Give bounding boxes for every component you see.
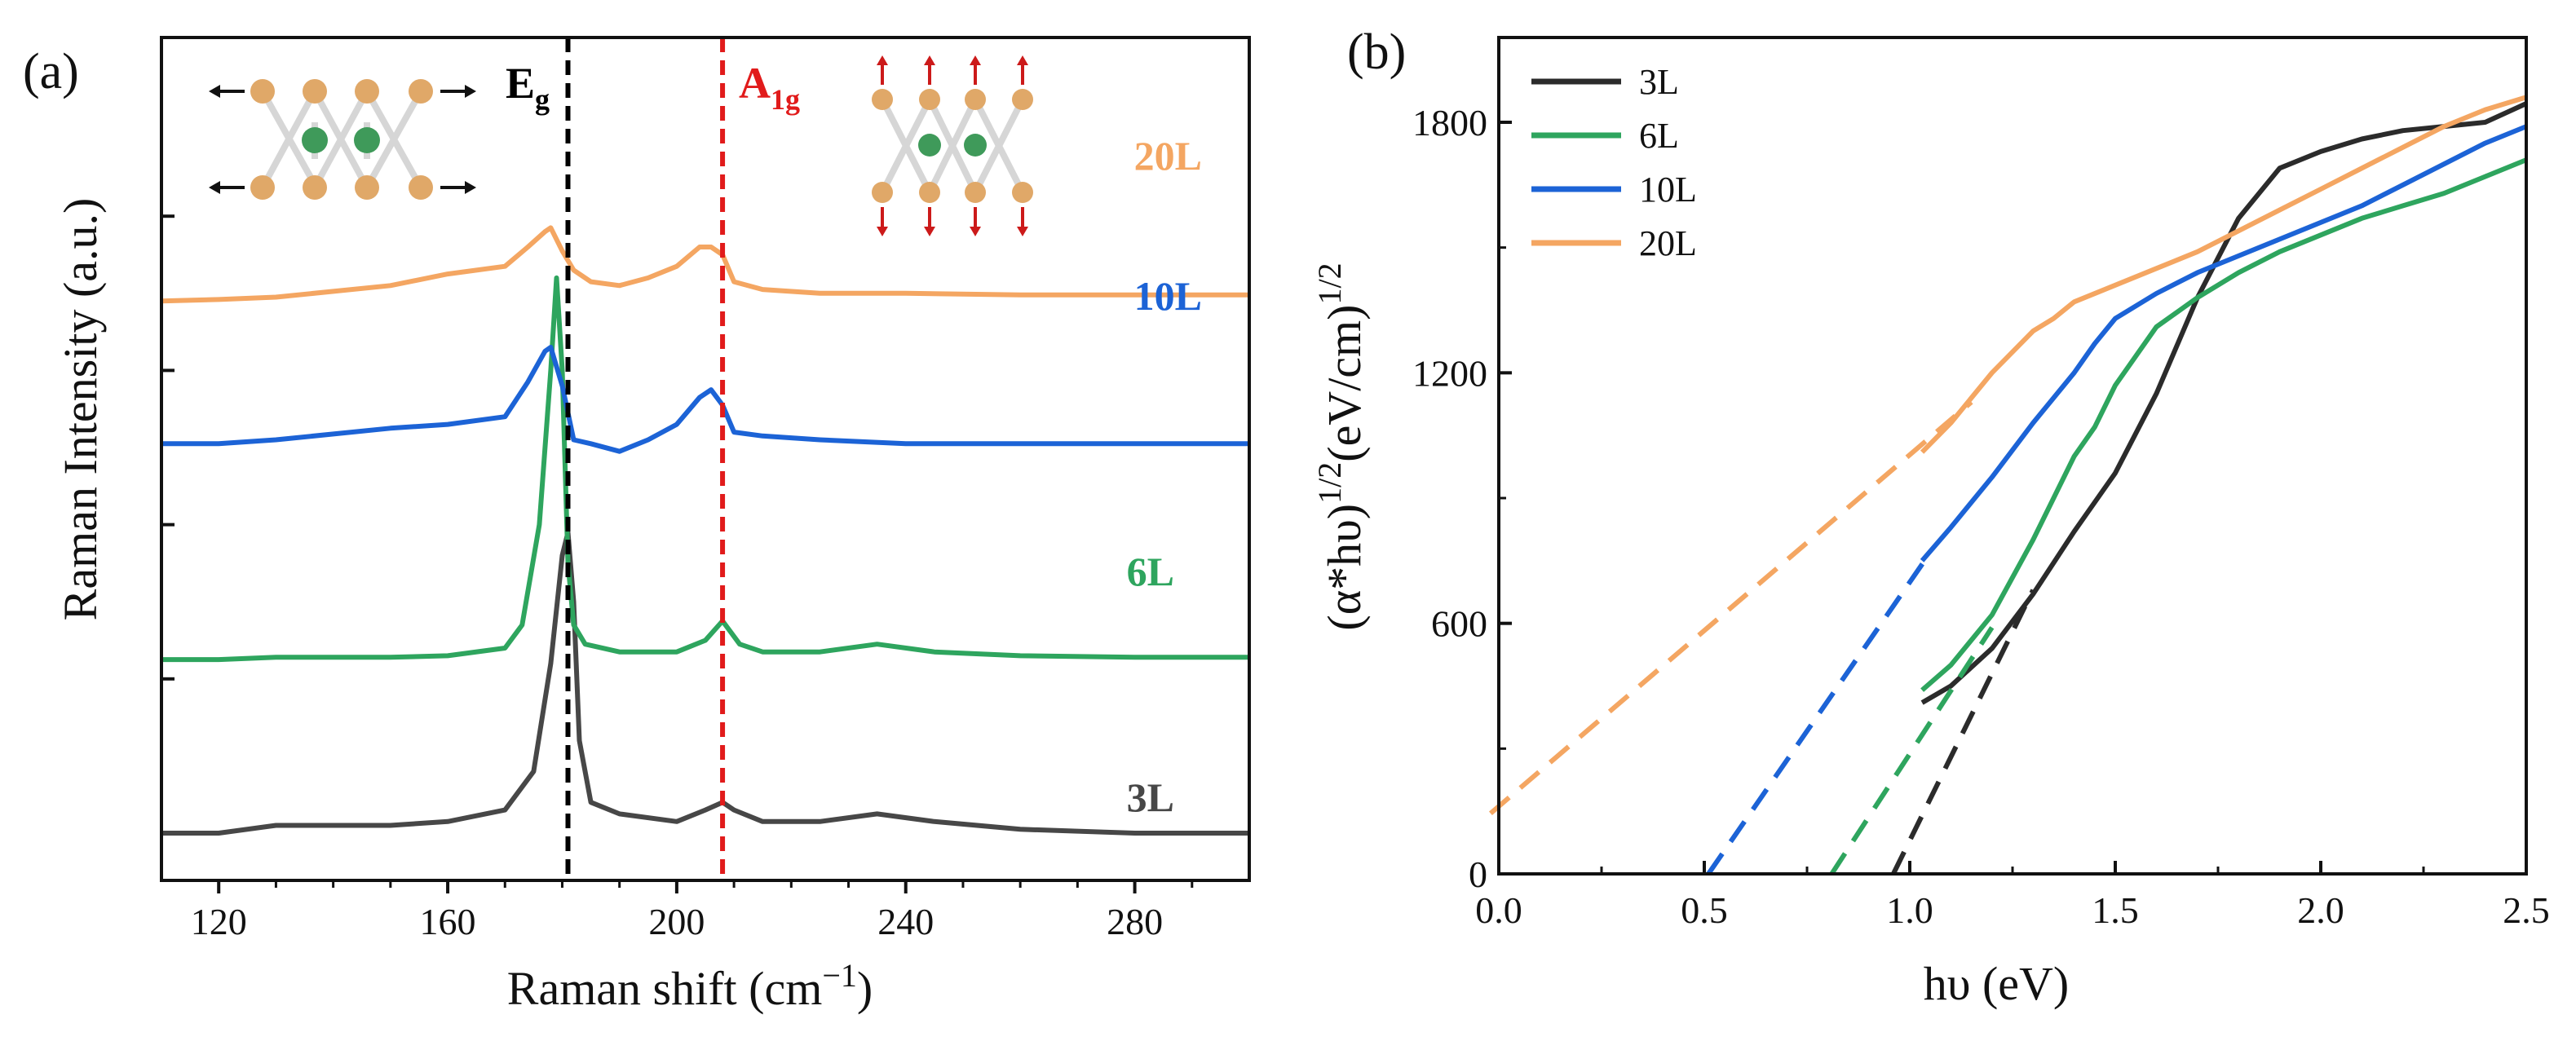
legend-label-20L: 20L: [1639, 223, 1697, 263]
x-tick-label-a: 120: [191, 901, 247, 942]
y-axis-title-b: (α*hυ)1/2(eV/cm)1/2: [1311, 262, 1371, 630]
series-label-3L: 3L: [1127, 774, 1174, 820]
raman-series-group: [161, 225, 1249, 836]
x-tick-label-b: 2.5: [2503, 889, 2550, 931]
y-tick-label-b: 0: [1469, 854, 1487, 895]
eg-vibration-icon: [209, 79, 476, 200]
y-ticks-b: 0 600 1200 1800: [1412, 102, 1512, 895]
y-tick-label-b: 1800: [1412, 102, 1487, 143]
raman-line-20L: [161, 225, 1249, 304]
panel-label-b: (b): [1347, 24, 1406, 80]
panel-a: (a) 120 160 200 240 280 Eg A1g: [23, 36, 1251, 1015]
a1g-mode-label: A1g: [739, 59, 800, 116]
legend-label-3L: 3L: [1639, 62, 1679, 102]
tauc-line-6L: [1920, 157, 2528, 692]
x-tick-label-a: 160: [420, 901, 476, 942]
y-axis-title-a: Raman Intensity (a.u.): [54, 198, 107, 621]
tauc-line-3L: [1920, 101, 2528, 705]
panel-b: (b) 0.0 0.5 1.0 1.5 2.0 2.5 0 600 1200 1800 3L 6L…: [1311, 24, 2550, 1010]
panel-label-a: (a): [23, 44, 79, 99]
x-axis-title-b: hυ (eV): [1924, 957, 2069, 1010]
raman-line-6L: [161, 275, 1249, 663]
series-label-6L: 6L: [1127, 549, 1174, 594]
tauc-fit-6L: [1829, 626, 1995, 876]
tauc-fit-10L: [1706, 550, 1933, 876]
eg-mode-label: Eg: [506, 59, 550, 116]
x-tick-label-b: 0.5: [1681, 889, 1728, 931]
x-tick-label-a: 280: [1107, 901, 1163, 942]
y-tick-label-b: 1200: [1412, 352, 1487, 394]
tauc-series-group: [1488, 95, 2528, 876]
x-ticks-a: 120 160 200 240 280: [191, 880, 1194, 942]
raman-line-10L: [161, 345, 1249, 454]
series-label-20L: 20L: [1134, 133, 1202, 179]
y-ticks-a: [161, 214, 175, 681]
mode-lines: [565, 37, 726, 880]
x-tick-label-a: 240: [877, 901, 934, 942]
y-tick-label-b: 600: [1431, 603, 1487, 645]
tauc-fit-20L: [1488, 399, 1973, 816]
tauc-line-10L: [1920, 124, 2528, 562]
series-labels-a: 3L 6L 10L 20L: [1127, 133, 1202, 820]
tauc-line-20L: [1920, 95, 2527, 454]
legend-label-10L: 10L: [1639, 170, 1697, 210]
x-tick-label-b: 0.0: [1475, 889, 1522, 931]
x-axis-title-a: Raman shift (cm−1): [507, 957, 873, 1015]
x-tick-label-b: 1.0: [1886, 889, 1933, 931]
series-label-10L: 10L: [1134, 273, 1202, 319]
x-tick-label-b: 2.0: [2297, 889, 2344, 931]
legend-label-6L: 6L: [1639, 116, 1679, 156]
x-tick-label-a: 200: [648, 901, 705, 942]
raman-line-3L: [161, 530, 1249, 836]
x-tick-label-b: 1.5: [2092, 889, 2139, 931]
plot-frame-a: [160, 36, 1251, 882]
tauc-fit-3L: [1891, 589, 2035, 876]
legend-b: 3L 6L 10L 20L: [1531, 62, 1697, 263]
a1g-vibration-icon: [872, 55, 1033, 236]
x-ticks-b: 0.0 0.5 1.0 1.5 2.0 2.5: [1475, 861, 2550, 931]
